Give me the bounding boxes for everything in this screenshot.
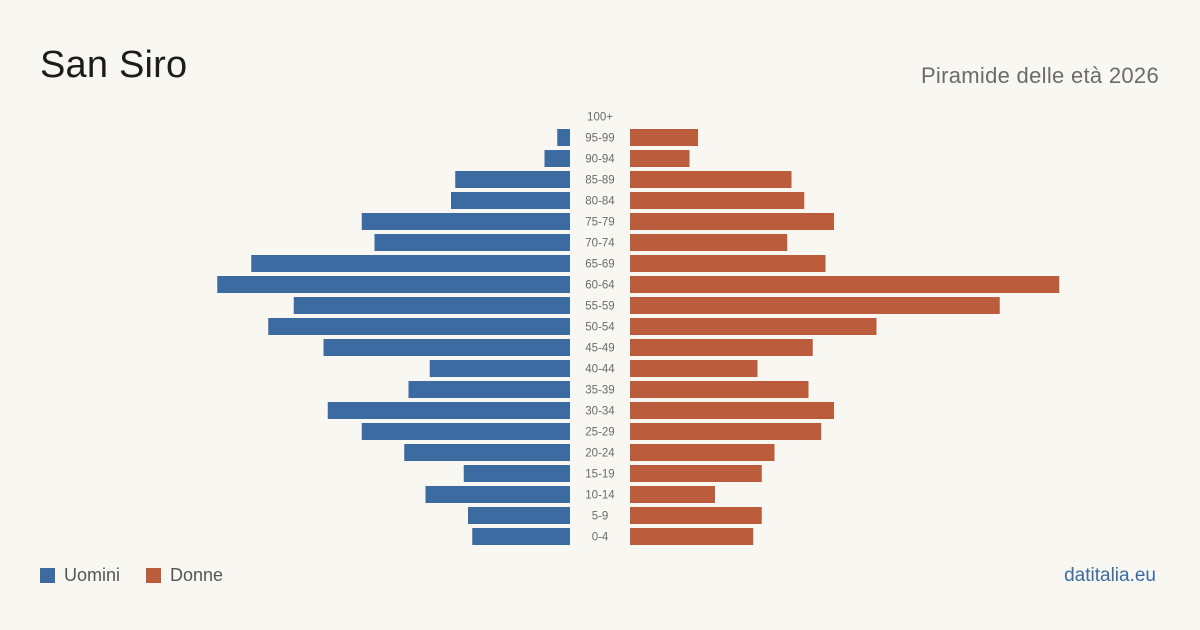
age-label-70-74: 70-74 [585, 238, 615, 250]
bar-women-15-19[interactable] [630, 465, 762, 482]
age-label-15-19: 15-19 [585, 469, 614, 481]
legend-item-men: Uomini [40, 565, 120, 586]
legend-item-women: Donne [146, 565, 223, 586]
bar-women-5-9[interactable] [630, 507, 762, 524]
bar-men-25-29[interactable] [361, 423, 570, 440]
bar-men-45-49[interactable] [323, 339, 571, 356]
bar-men-40-44[interactable] [429, 360, 570, 377]
bar-men-30-34[interactable] [327, 402, 570, 419]
bar-women-20-24[interactable] [630, 444, 775, 461]
bar-women-35-39[interactable] [630, 381, 809, 398]
age-label-5-9: 5-9 [592, 511, 609, 523]
bar-men-55-59[interactable] [293, 297, 570, 314]
age-label-50-54: 50-54 [585, 322, 615, 334]
bar-men-35-39[interactable] [408, 381, 571, 398]
chart-subtitle: Piramide delle età 2026 [920, 63, 1159, 88]
bar-men-75-79[interactable] [361, 213, 570, 230]
bar-women-0-4[interactable] [630, 528, 754, 545]
bar-women-95-99[interactable] [630, 129, 698, 146]
age-label-90-94: 90-94 [585, 154, 615, 166]
legend: Uomini Donne [40, 565, 249, 586]
bar-women-30-34[interactable] [630, 402, 834, 419]
bar-women-90-94[interactable] [630, 150, 690, 167]
source-link[interactable]: datitalia.eu [1064, 565, 1156, 586]
bar-men-50-54[interactable] [268, 318, 570, 335]
chart-title: San Siro [40, 44, 188, 86]
age-label-100plus: 100+ [587, 112, 613, 124]
legend-label-women: Donne [170, 565, 224, 585]
bar-women-25-29[interactable] [630, 423, 822, 440]
age-label-45-49: 45-49 [585, 343, 614, 355]
bar-women-75-79[interactable] [630, 213, 834, 230]
bar-women-40-44[interactable] [630, 360, 758, 377]
age-label-0-4: 0-4 [592, 532, 609, 544]
age-label-60-64: 60-64 [585, 280, 615, 292]
bar-men-70-74[interactable] [374, 234, 571, 251]
bar-women-10-14[interactable] [630, 486, 715, 503]
bar-men-10-14[interactable] [425, 486, 571, 503]
bar-women-85-89[interactable] [630, 171, 792, 188]
age-label-20-24: 20-24 [585, 448, 615, 460]
age-label-55-59: 55-59 [585, 301, 614, 313]
legend-label-men: Uomini [64, 565, 121, 585]
bar-men-90-94[interactable] [544, 150, 571, 167]
bar-men-20-24[interactable] [404, 444, 570, 461]
age-label-85-89: 85-89 [585, 175, 614, 187]
age-label-35-39: 35-39 [585, 385, 614, 397]
bar-men-80-84[interactable] [451, 192, 570, 209]
age-label-40-44: 40-44 [585, 364, 615, 376]
bar-men-95-99[interactable] [557, 129, 570, 146]
bar-men-0-4[interactable] [472, 528, 570, 545]
bar-women-65-69[interactable] [630, 255, 826, 272]
bar-men-15-19[interactable] [463, 465, 570, 482]
bar-women-60-64[interactable] [630, 276, 1060, 293]
age-label-80-84: 80-84 [585, 196, 615, 208]
bar-women-70-74[interactable] [630, 234, 788, 251]
age-label-95-99: 95-99 [585, 133, 614, 145]
age-label-65-69: 65-69 [585, 259, 614, 271]
bar-women-80-84[interactable] [630, 192, 805, 209]
legend-swatch-men [40, 568, 55, 583]
bar-women-45-49[interactable] [630, 339, 813, 356]
bar-women-55-59[interactable] [630, 297, 1000, 314]
age-label-75-79: 75-79 [585, 217, 614, 229]
legend-swatch-women [146, 568, 162, 583]
bar-women-50-54[interactable] [630, 318, 877, 335]
age-label-30-34: 30-34 [585, 406, 615, 418]
age-label-25-29: 25-29 [585, 427, 614, 439]
age-label-10-14: 10-14 [585, 490, 615, 502]
bar-men-60-64[interactable] [217, 276, 570, 293]
bar-men-5-9[interactable] [468, 507, 570, 524]
bar-men-65-69[interactable] [251, 255, 570, 272]
bar-men-85-89[interactable] [455, 171, 570, 188]
